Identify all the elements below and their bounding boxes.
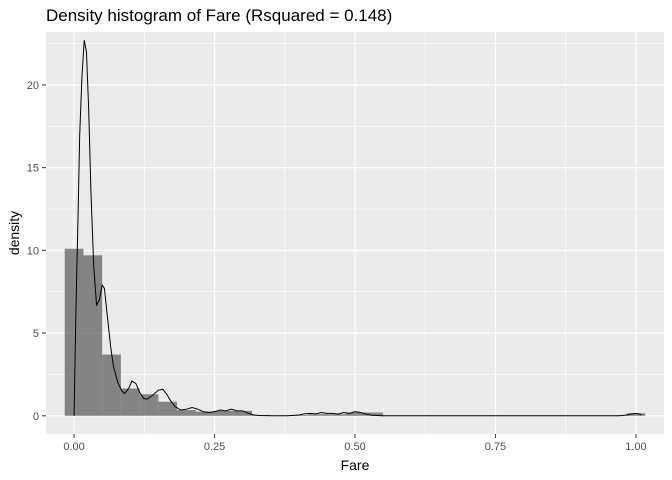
x-tick-label: 0.75 — [485, 441, 506, 453]
y-tick-label: 5 — [33, 328, 39, 340]
y-axis-title: density — [6, 211, 22, 255]
grid-major — [46, 32, 664, 434]
x-tick-label: 1.00 — [625, 441, 646, 453]
y-tick-label: 20 — [27, 80, 39, 92]
x-tick-label: 0.50 — [344, 441, 365, 453]
histogram-bar — [345, 412, 365, 416]
histogram-bar — [64, 248, 84, 416]
histogram-bar — [139, 394, 159, 416]
y-tick-label: 15 — [27, 163, 39, 175]
histogram-bars — [64, 248, 646, 416]
histogram-bar — [233, 410, 253, 416]
histogram-bar — [120, 388, 140, 416]
histogram-bar — [195, 411, 215, 416]
histogram-bar — [214, 410, 234, 416]
x-tick-label: 0.00 — [63, 441, 84, 453]
histogram-bar — [308, 414, 327, 416]
x-tick-label: 0.25 — [204, 441, 225, 453]
histogram-bar — [326, 414, 346, 416]
y-tick-label: 10 — [27, 245, 39, 257]
x-axis-title: Fare — [341, 457, 370, 473]
histogram-bar — [364, 412, 384, 416]
histogram-bar — [626, 413, 646, 416]
chart-title: Density histogram of Fare (Rsquared = 0.… — [46, 6, 393, 25]
histogram-bar — [102, 354, 121, 416]
histogram-bar — [158, 401, 178, 416]
histogram-bar — [83, 255, 103, 416]
y-tick-label: 0 — [33, 411, 39, 423]
y-axis-ticks: 0 5 10 15 20 — [27, 80, 46, 423]
density-curve — [73, 40, 642, 417]
x-axis-ticks: 0.00 0.25 0.50 0.75 1.00 — [63, 434, 647, 453]
histogram-bar — [177, 410, 196, 416]
